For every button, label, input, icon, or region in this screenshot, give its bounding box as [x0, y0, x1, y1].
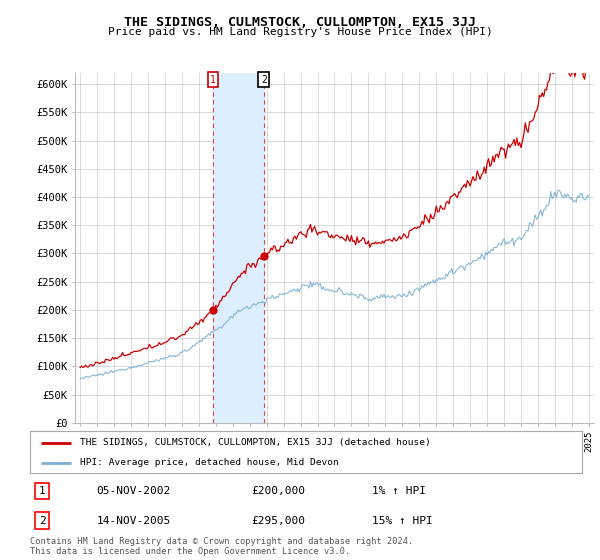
Text: Price paid vs. HM Land Registry's House Price Index (HPI): Price paid vs. HM Land Registry's House …	[107, 27, 493, 37]
Text: £200,000: £200,000	[251, 486, 305, 496]
Text: 1% ↑ HPI: 1% ↑ HPI	[372, 486, 426, 496]
Text: 1: 1	[39, 486, 46, 496]
Text: THE SIDINGS, CULMSTOCK, CULLOMPTON, EX15 3JJ (detached house): THE SIDINGS, CULMSTOCK, CULLOMPTON, EX15…	[80, 438, 430, 447]
Text: 05-NOV-2002: 05-NOV-2002	[96, 486, 170, 496]
Text: Contains HM Land Registry data © Crown copyright and database right 2024.
This d: Contains HM Land Registry data © Crown c…	[30, 537, 413, 557]
Text: HPI: Average price, detached house, Mid Devon: HPI: Average price, detached house, Mid …	[80, 458, 338, 467]
Text: 15% ↑ HPI: 15% ↑ HPI	[372, 516, 433, 526]
Text: 2: 2	[39, 516, 46, 526]
Text: 2: 2	[261, 74, 267, 85]
Text: 14-NOV-2005: 14-NOV-2005	[96, 516, 170, 526]
Text: 1: 1	[210, 74, 216, 85]
Text: THE SIDINGS, CULMSTOCK, CULLOMPTON, EX15 3JJ: THE SIDINGS, CULMSTOCK, CULLOMPTON, EX15…	[124, 16, 476, 29]
Text: £295,000: £295,000	[251, 516, 305, 526]
Bar	[213, 73, 264, 423]
